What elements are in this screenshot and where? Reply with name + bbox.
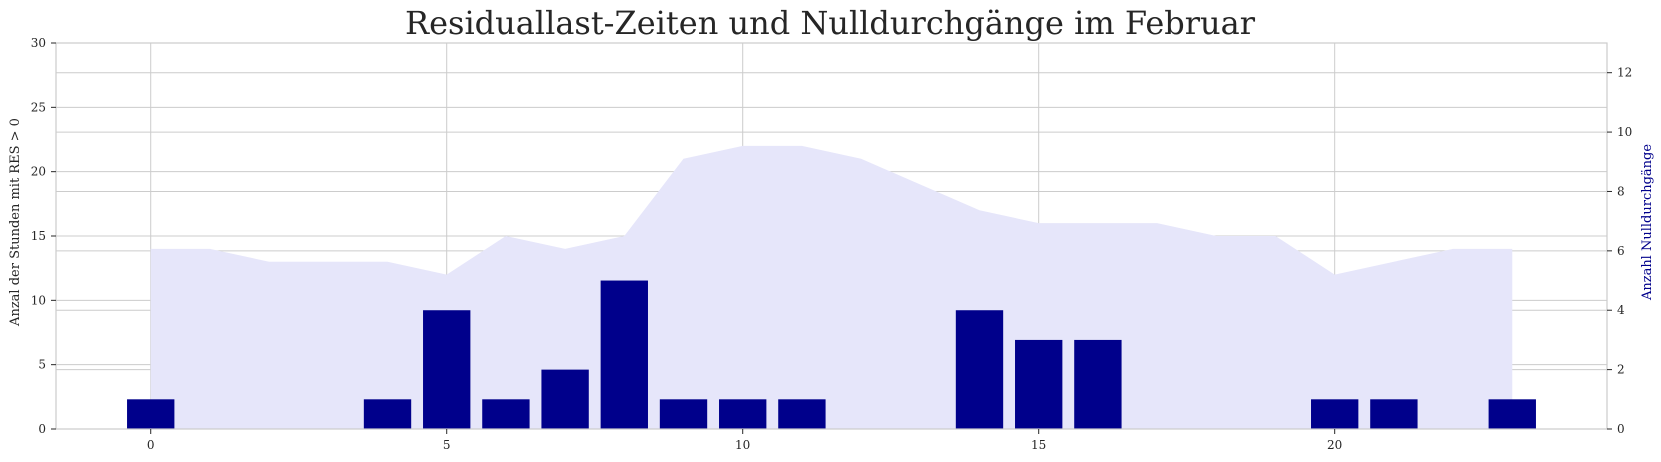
zero-crossing-bar (719, 399, 767, 429)
y-tick-label: 30 (31, 36, 46, 50)
residual-hours-area (150, 145, 1513, 429)
y-tick-label: 20 (31, 165, 46, 179)
y-tick-label: 5 (38, 358, 46, 372)
zero-crossing-bar (127, 399, 175, 429)
x-tick-label: 10 (735, 438, 750, 452)
y-tick-label: 0 (38, 422, 46, 436)
zero-crossing-bar (482, 399, 530, 429)
y-right-tick-label: 0 (1617, 422, 1625, 436)
y-axis-label-right: Anzahl Nulldurchgänge (1640, 144, 1655, 301)
y-right-tick-label: 8 (1617, 184, 1625, 198)
zero-crossing-bar (1311, 399, 1359, 429)
y-right-tick-label: 6 (1617, 244, 1625, 258)
x-tick-label: 0 (147, 438, 155, 452)
area-layer (150, 145, 1513, 429)
y-tick-label: 25 (31, 100, 46, 114)
bar-layer (127, 280, 1536, 429)
y-tick-label: 15 (31, 229, 46, 243)
x-tick-label: 20 (1327, 438, 1342, 452)
y-tick-label: 10 (31, 293, 46, 307)
y-right-tick-label: 4 (1617, 303, 1625, 317)
zero-crossing-bar (1015, 339, 1063, 429)
zero-crossing-bar (1488, 399, 1536, 429)
y-right-tick-label: 2 (1617, 363, 1625, 377)
y-right-tick-label: 12 (1617, 66, 1632, 80)
y-right-tick-label: 10 (1617, 125, 1632, 139)
y-axis-label: Anzal der Stunden mit RES > 0 (8, 118, 23, 327)
zero-crossing-bar (600, 280, 648, 429)
zero-crossing-bar (1370, 399, 1418, 429)
x-tick-label: 15 (1031, 438, 1046, 452)
zero-crossing-bar (659, 399, 708, 429)
zero-crossing-bar (363, 399, 412, 429)
x-tick-label: 5 (443, 438, 451, 452)
chart-title: Residuallast-Zeiten und Nulldurchgänge i… (405, 4, 1256, 42)
zero-crossing-bar (423, 310, 471, 429)
zero-crossing-bar (955, 310, 1004, 429)
zero-crossing-bar (1074, 339, 1122, 429)
zero-crossing-bar (778, 399, 826, 429)
zero-crossing-bar (541, 369, 589, 429)
axis-layer: 0 5 10 15 20 25 30 0 2 4 6 8 10 12 0 5 10 15 20 (31, 36, 1633, 452)
